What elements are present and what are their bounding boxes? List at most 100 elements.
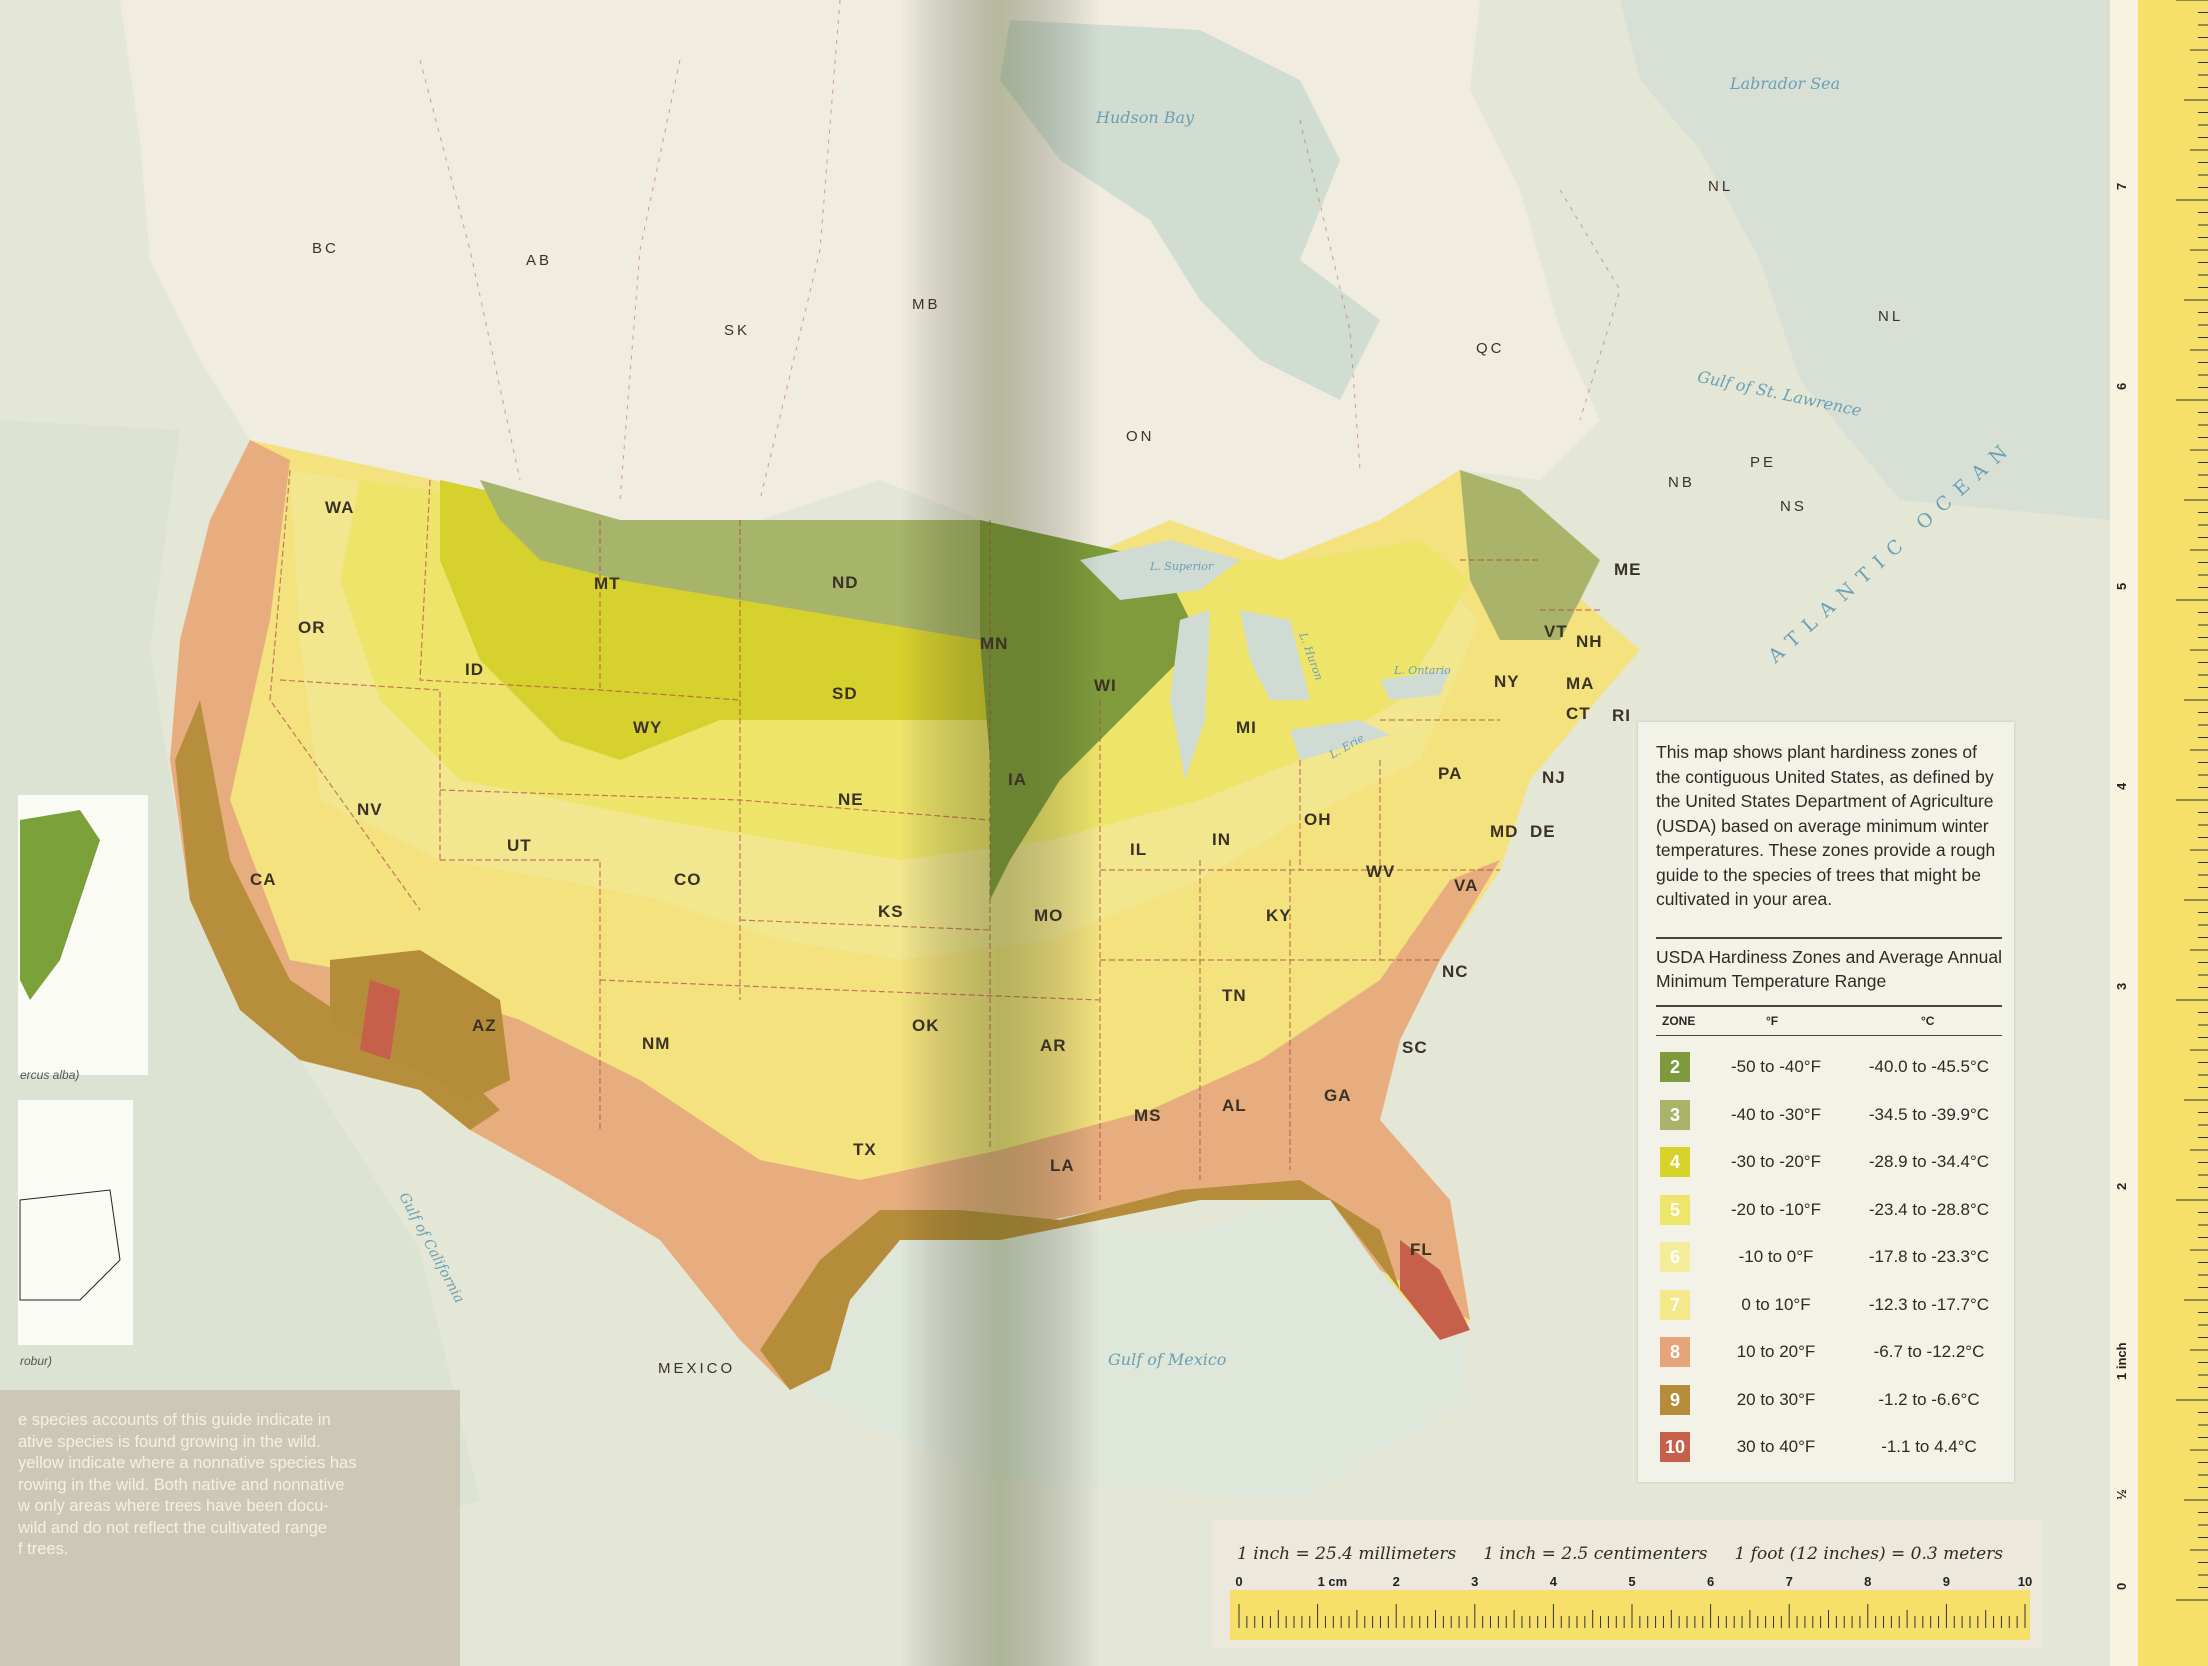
inset-english-oak xyxy=(18,1100,133,1345)
legend-zone-celsius: -34.5 to -39.9°C xyxy=(1868,1104,1990,1124)
state-label-ks: KS xyxy=(878,902,904,921)
state-label-wi: WI xyxy=(1094,676,1117,695)
state-label-ne: NE xyxy=(838,790,864,809)
country-label-mexico: MEXICO xyxy=(658,1360,736,1377)
us-zone-9-band xyxy=(175,700,500,1130)
legend-col-zone: ZONE xyxy=(1662,1014,1696,1028)
legend-zone-celsius: -28.9 to -34.4°C xyxy=(1868,1152,1990,1171)
legend-zone-row: 6 -10 to 0°F -17.8 to -23.3°C xyxy=(1656,1242,2002,1272)
water-label-gulf-of-mexico: Gulf of Mexico xyxy=(1108,1350,1227,1369)
state-label-ok: OK xyxy=(912,1016,940,1035)
cm-ruler-label: 1 cm xyxy=(1318,1574,1348,1589)
legend-zone-swatch: 3 xyxy=(1660,1099,1690,1130)
us-zone-8-band xyxy=(170,440,1500,1390)
inset-english-oak-states xyxy=(19,1189,121,1301)
province-label-on: ON xyxy=(1126,428,1155,445)
legend-zone-swatch: 9 xyxy=(1660,1384,1690,1415)
legend-zone-row: 10 30 to 40°F -1.1 to 4.4°C xyxy=(1656,1432,2002,1462)
water-label-labrador-sea: Labrador Sea xyxy=(1730,74,1841,93)
cm-ruler-label: 6 xyxy=(1707,1574,1714,1589)
state-label-vt: VT xyxy=(1544,622,1568,641)
state-label-ar: AR xyxy=(1040,1036,1067,1055)
state-label-ms: MS xyxy=(1134,1106,1162,1125)
legend-zone-row: 8 10 to 20°F -6.7 to -12.2°C xyxy=(1656,1337,2002,1367)
province-borders xyxy=(419,0,1621,501)
legend-zone-fahrenheit: 0 to 10°F xyxy=(1741,1294,1811,1314)
state-label-in: IN xyxy=(1212,830,1231,849)
state-label-or: OR xyxy=(298,618,326,637)
state-label-ny: NY xyxy=(1494,672,1520,691)
cm-ruler-label: 2 xyxy=(1393,1574,1400,1589)
state-label-nh: NH xyxy=(1576,632,1603,651)
water-label-lake-superior: L. Superior xyxy=(1150,560,1214,573)
labrador-sea-shape xyxy=(1620,0,2110,520)
province-label-sk: SK xyxy=(724,322,751,339)
note-line: yellow indicate where a nonnative specie… xyxy=(18,1454,357,1472)
lake-erie xyxy=(1290,720,1390,760)
lake-superior xyxy=(1080,540,1240,600)
legend-zone-celsius: -1.1 to 4.4°C xyxy=(1881,1437,1977,1456)
state-label-pa: PA xyxy=(1438,764,1463,783)
legend-intro: This map shows plant hardiness zones of … xyxy=(1656,742,1996,909)
legend-zone-row: 7 0 to 10°F -12.3 to -17.7°C xyxy=(1656,1289,2002,1320)
legend-zone-row: 3 -40 to -30°F -34.5 to -39.9°C xyxy=(1656,1099,2002,1130)
note-line: rowing in the wild. Both native and nonn… xyxy=(18,1475,345,1494)
state-label-wa: WA xyxy=(325,498,355,517)
state-label-tn: TN xyxy=(1222,986,1247,1005)
state-label-mn: MN xyxy=(980,634,1009,653)
us-zone-10-fl xyxy=(1400,1240,1470,1340)
unit-conversions: 1 inch = 25.4 millimeters 1 inch = 2.5 c… xyxy=(1237,1544,2004,1564)
province-label-nb: NB xyxy=(1668,474,1695,491)
inch-ruler-label: 3 xyxy=(2114,983,2129,990)
legend-zone-fahrenheit: 10 to 20°F xyxy=(1736,1342,1816,1361)
inch-ruler-label: 6 xyxy=(2114,383,2129,390)
state-label-az: AZ xyxy=(472,1016,497,1035)
state-label-mo: MO xyxy=(1034,906,1064,925)
legend-zone-fahrenheit: -40 to -30°F xyxy=(1731,1104,1821,1124)
inset-white-oak-range xyxy=(20,810,100,1000)
inset-caption-1: ercus alba) xyxy=(20,1068,80,1082)
cm-ruler-label: 10 xyxy=(2018,1574,2032,1589)
pacific-shape xyxy=(0,420,480,1666)
state-label-ky: KY xyxy=(1266,906,1292,925)
state-label-id: ID xyxy=(465,660,484,679)
state-label-la: LA xyxy=(1050,1156,1075,1175)
state-label-ga: GA xyxy=(1324,1086,1352,1105)
state-label-ut: UT xyxy=(507,836,532,855)
legend-zone-celsius: -12.3 to -17.7°C xyxy=(1868,1294,1990,1314)
legend-zone-celsius: -17.8 to -23.3°C xyxy=(1868,1247,1990,1266)
water-label-lake-ontario: L. Ontario xyxy=(1394,664,1451,677)
page-gutter xyxy=(900,0,1100,1666)
centimeter-ruler: 0 1 cm 2 3 4 5 6 7 8 9 10 xyxy=(1235,1574,2032,1628)
legend-zone-fahrenheit: 30 to 40°F xyxy=(1736,1437,1816,1456)
bottom-ruler xyxy=(1230,1590,2030,1640)
legend-zone-celsius: -6.7 to -12.2°C xyxy=(1873,1342,1985,1361)
inch-ruler: 7 6 5 4 3 2 1 inch ½ 0 xyxy=(2114,0,2208,1601)
cm-ruler-label: 5 xyxy=(1628,1574,1635,1589)
note-line: e species accounts of this guide indicat… xyxy=(18,1411,331,1429)
legend-zone-swatch: 10 xyxy=(1660,1432,1690,1462)
state-label-ca: CA xyxy=(250,870,277,889)
state-label-ma: MA xyxy=(1566,674,1595,693)
inset-caption-2: robur) xyxy=(20,1354,53,1368)
state-label-tx: TX xyxy=(853,1140,877,1159)
legend-zone-row: 5 -20 to -10°F -23.4 to -28.8°C xyxy=(1656,1194,2002,1225)
state-label-mt: MT xyxy=(594,574,621,593)
legend-header: ZONE °F °C xyxy=(1656,1005,2002,1036)
state-label-sc: SC xyxy=(1402,1038,1428,1057)
province-label-nl-2: NL xyxy=(1878,308,1904,325)
scale-bar: 1 inch = 25.4 millimeters 1 inch = 2.5 c… xyxy=(1225,1530,2045,1645)
state-label-nc: NC xyxy=(1442,962,1469,981)
province-label-bc: BC xyxy=(312,240,339,257)
inch-ruler-label: ½ xyxy=(2114,1489,2129,1500)
state-label-nm: NM xyxy=(642,1034,671,1053)
state-label-va: VA xyxy=(1454,876,1479,895)
state-label-md: MD xyxy=(1490,822,1519,841)
state-label-al: AL xyxy=(1222,1096,1247,1115)
legend-title: USDA Hardiness Zones and Average Annual … xyxy=(1656,937,2002,993)
us-zone-3-ne xyxy=(1460,470,1600,640)
state-label-nv: NV xyxy=(357,800,383,819)
legend-col-c: °C xyxy=(1921,1014,1935,1028)
legend-zone-fahrenheit: -30 to -20°F xyxy=(1731,1152,1821,1171)
